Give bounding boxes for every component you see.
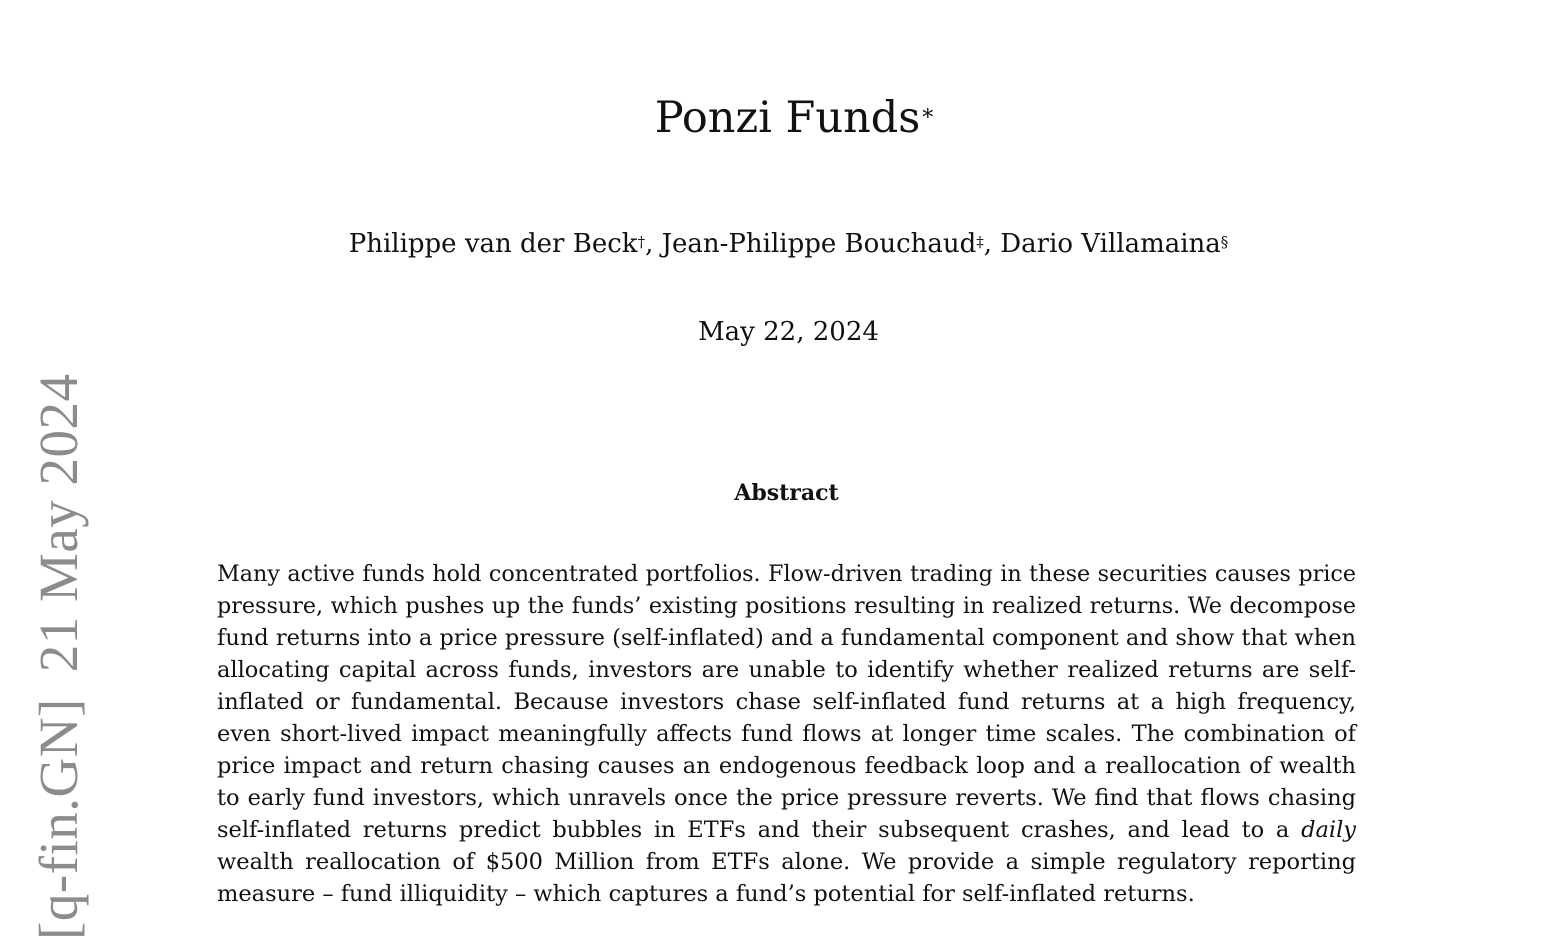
- author-name: Dario Villamaina: [1000, 229, 1221, 259]
- abstract-line: self-inflated returns predict bubbles in…: [217, 814, 1356, 846]
- title-footnote-mark: ∗: [920, 101, 936, 126]
- abstract-emphasis: daily: [1301, 817, 1356, 843]
- author-footnote-mark: §: [1220, 233, 1229, 251]
- abstract-line: allocating capital across funds, investo…: [217, 657, 1356, 683]
- author-name: Jean-Philippe Bouchaud: [661, 229, 977, 259]
- paper-title: Ponzi Funds∗: [0, 92, 1557, 144]
- abstract-heading: Abstract: [734, 480, 839, 506]
- arxiv-category: [q-fin.GN]: [28, 698, 89, 940]
- abstract-line: to early fund investors, which unravels …: [217, 785, 1356, 811]
- author-name: Philippe van der Beck: [348, 229, 638, 259]
- abstract-line: wealth reallocation of $500 Million from…: [217, 849, 1356, 875]
- author-separator: ,: [645, 229, 662, 259]
- abstract-line: even short-lived impact meaningfully aff…: [217, 721, 1356, 747]
- abstract-line-text: self-inflated returns predict bubbles in…: [217, 817, 1302, 843]
- paper-title-text: Ponzi Funds: [654, 93, 921, 143]
- abstract-line: pressure, which pushes up the funds’ exi…: [217, 593, 1356, 619]
- abstract-line: measure – fund illiquidity – which captu…: [217, 881, 1195, 907]
- author-footnote-mark: †: [637, 233, 646, 251]
- abstract-body: Many active funds hold concentrated port…: [217, 558, 1356, 910]
- abstract-line: fund returns into a price pressure (self…: [217, 625, 1357, 651]
- author-separator: ,: [983, 229, 1001, 259]
- author-list: Philippe van der Beck†, Jean-Philippe Bo…: [0, 226, 1557, 262]
- paper-date: May 22, 2024: [698, 317, 879, 347]
- arxiv-date: 21 May 2024: [28, 373, 89, 673]
- author-footnote-mark: ‡: [976, 233, 984, 251]
- abstract-line: Many active funds hold concentrated port…: [217, 561, 1356, 587]
- arxiv-stamp: [q-fin.GN] 21 May 2024: [28, 373, 90, 940]
- abstract-line: inflated or fundamental. Because investo…: [217, 689, 1356, 715]
- abstract-line: price impact and return chasing causes a…: [217, 753, 1356, 779]
